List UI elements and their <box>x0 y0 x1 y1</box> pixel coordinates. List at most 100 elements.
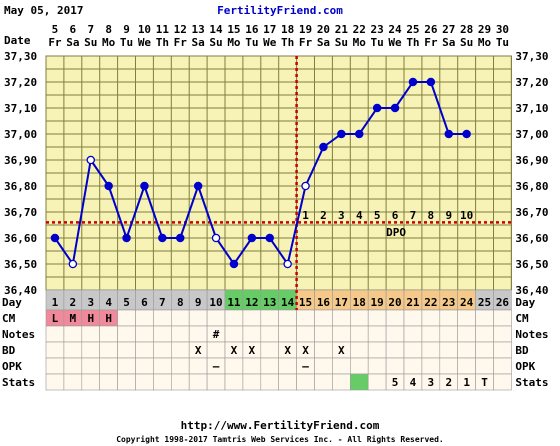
notes-cell <box>153 325 172 343</box>
stats-row-label: Stats <box>2 376 35 389</box>
temperature-point[interactable] <box>175 233 185 243</box>
date-row-label: Date <box>4 34 31 47</box>
opk-cell <box>171 357 190 375</box>
temperature-point[interactable] <box>122 233 131 243</box>
y-tick-left: 36,80 <box>4 180 37 193</box>
stats-cell-text: 3 <box>428 376 435 389</box>
temperature-point[interactable] <box>301 181 310 191</box>
notes-cell <box>367 325 387 343</box>
y-tick-left: 36,50 <box>4 258 37 271</box>
date-label: 17 <box>263 23 276 36</box>
bd-cell-text: X <box>231 344 238 357</box>
day-cell-text: 13 <box>263 296 276 309</box>
stats-cell <box>117 373 136 391</box>
notes-cell <box>242 325 262 343</box>
notes-cell <box>475 325 494 343</box>
footer-url[interactable]: http://www.FertilityFriend.com <box>181 419 380 432</box>
bd-cell <box>493 341 512 359</box>
day-cell-text: 11 <box>227 296 241 309</box>
site-link[interactable]: FertilityFriend.com <box>217 4 343 17</box>
temperature-point[interactable] <box>193 181 203 191</box>
weekday-label: Fr <box>174 36 188 49</box>
temperature-point[interactable] <box>408 77 418 87</box>
day-cell-text: 1 <box>52 296 59 309</box>
temperature-point[interactable] <box>50 233 60 243</box>
temperature-point[interactable] <box>444 129 453 139</box>
notes-cell <box>403 325 423 343</box>
temperature-point[interactable] <box>140 181 149 191</box>
day-cell-text: 26 <box>496 296 510 309</box>
day-cell-text: 14 <box>281 296 295 309</box>
weekday-label: Th <box>156 36 169 49</box>
notes-cell <box>349 325 369 343</box>
temperature-point[interactable] <box>372 103 382 113</box>
weekday-label: Sa <box>192 36 205 49</box>
temperature-point[interactable] <box>337 129 346 139</box>
temperature-point[interactable] <box>158 233 167 243</box>
dpo-label: 9 <box>445 209 452 222</box>
opk-cell <box>99 357 118 375</box>
bd-cell <box>403 341 423 359</box>
stats-cell <box>135 373 154 391</box>
bd-cell <box>260 341 279 359</box>
date-label: 22 <box>353 23 366 36</box>
notes-cell <box>135 325 154 343</box>
temperature-point[interactable] <box>462 129 471 139</box>
notes-cell <box>314 325 333 343</box>
weekday-label: Tu <box>245 36 258 49</box>
dpo-label: 5 <box>374 209 381 222</box>
opk-cell <box>135 357 154 375</box>
y-tick-left: 36,90 <box>4 154 37 167</box>
weekday-label: Tu <box>371 36 384 49</box>
y-tick-right: 36,60 <box>515 232 548 245</box>
notes-cell <box>171 325 190 343</box>
bd-cell <box>153 341 172 359</box>
temperature-point[interactable] <box>247 233 257 243</box>
temperature-point[interactable] <box>229 259 239 269</box>
dpo-label: 7 <box>410 209 417 222</box>
cm-cell-text: L <box>52 312 59 325</box>
temperature-point[interactable] <box>319 142 328 152</box>
temperature-point[interactable] <box>390 103 400 113</box>
day-cell-text: 10 <box>209 296 222 309</box>
date-label: 18 <box>281 23 294 36</box>
cm-cell <box>475 309 494 327</box>
dpo-label: 4 <box>356 209 363 222</box>
temperature-point[interactable] <box>86 155 96 165</box>
opk-cell <box>45 357 65 375</box>
stats-cell <box>260 373 279 391</box>
opk-cell <box>153 357 172 375</box>
stats-cell <box>314 373 333 391</box>
day-cell-text: 19 <box>371 296 384 309</box>
day-cell-text: 5 <box>123 296 130 309</box>
opk-cell <box>224 357 244 375</box>
notes-row-label: Notes <box>2 328 35 341</box>
temperature-point[interactable] <box>104 181 113 191</box>
y-tick-right: 36,90 <box>515 154 548 167</box>
day-cell-text: 8 <box>177 296 184 309</box>
chart-grid: 5Fr6Sa7Su8Mo9Tu10We11Th12Fr13Sa14Su15Mo1… <box>4 23 549 297</box>
footer-link[interactable]: http://www.FertilityFriend.com <box>181 419 380 432</box>
opk-cell <box>81 357 101 375</box>
temperature-point[interactable] <box>354 129 364 139</box>
cm-cell-text: H <box>105 312 112 325</box>
temperature-point[interactable] <box>426 77 436 87</box>
weekday-label: Mo <box>478 36 492 49</box>
date-label: 9 <box>123 23 130 36</box>
stats-cell <box>188 373 208 391</box>
temperature-point[interactable] <box>283 259 292 269</box>
date-label: 14 <box>209 23 223 36</box>
dpo-label: 6 <box>392 209 399 222</box>
site-title[interactable]: FertilityFriend.com <box>217 4 343 17</box>
day-cell-text: 22 <box>424 296 437 309</box>
temperature-point[interactable] <box>211 233 221 243</box>
y-tick-right: 36,80 <box>515 180 548 193</box>
opk-cell <box>403 357 423 375</box>
day-cell-text: 9 <box>195 296 202 309</box>
temperature-point[interactable] <box>265 233 274 243</box>
footer-copyright: Copyright 1998-2017 Tamtris Web Services… <box>116 434 444 444</box>
day-cell-text: 4 <box>105 296 112 309</box>
opk-cell <box>278 357 297 375</box>
temperature-point[interactable] <box>68 259 78 269</box>
date-label: 16 <box>245 23 259 36</box>
